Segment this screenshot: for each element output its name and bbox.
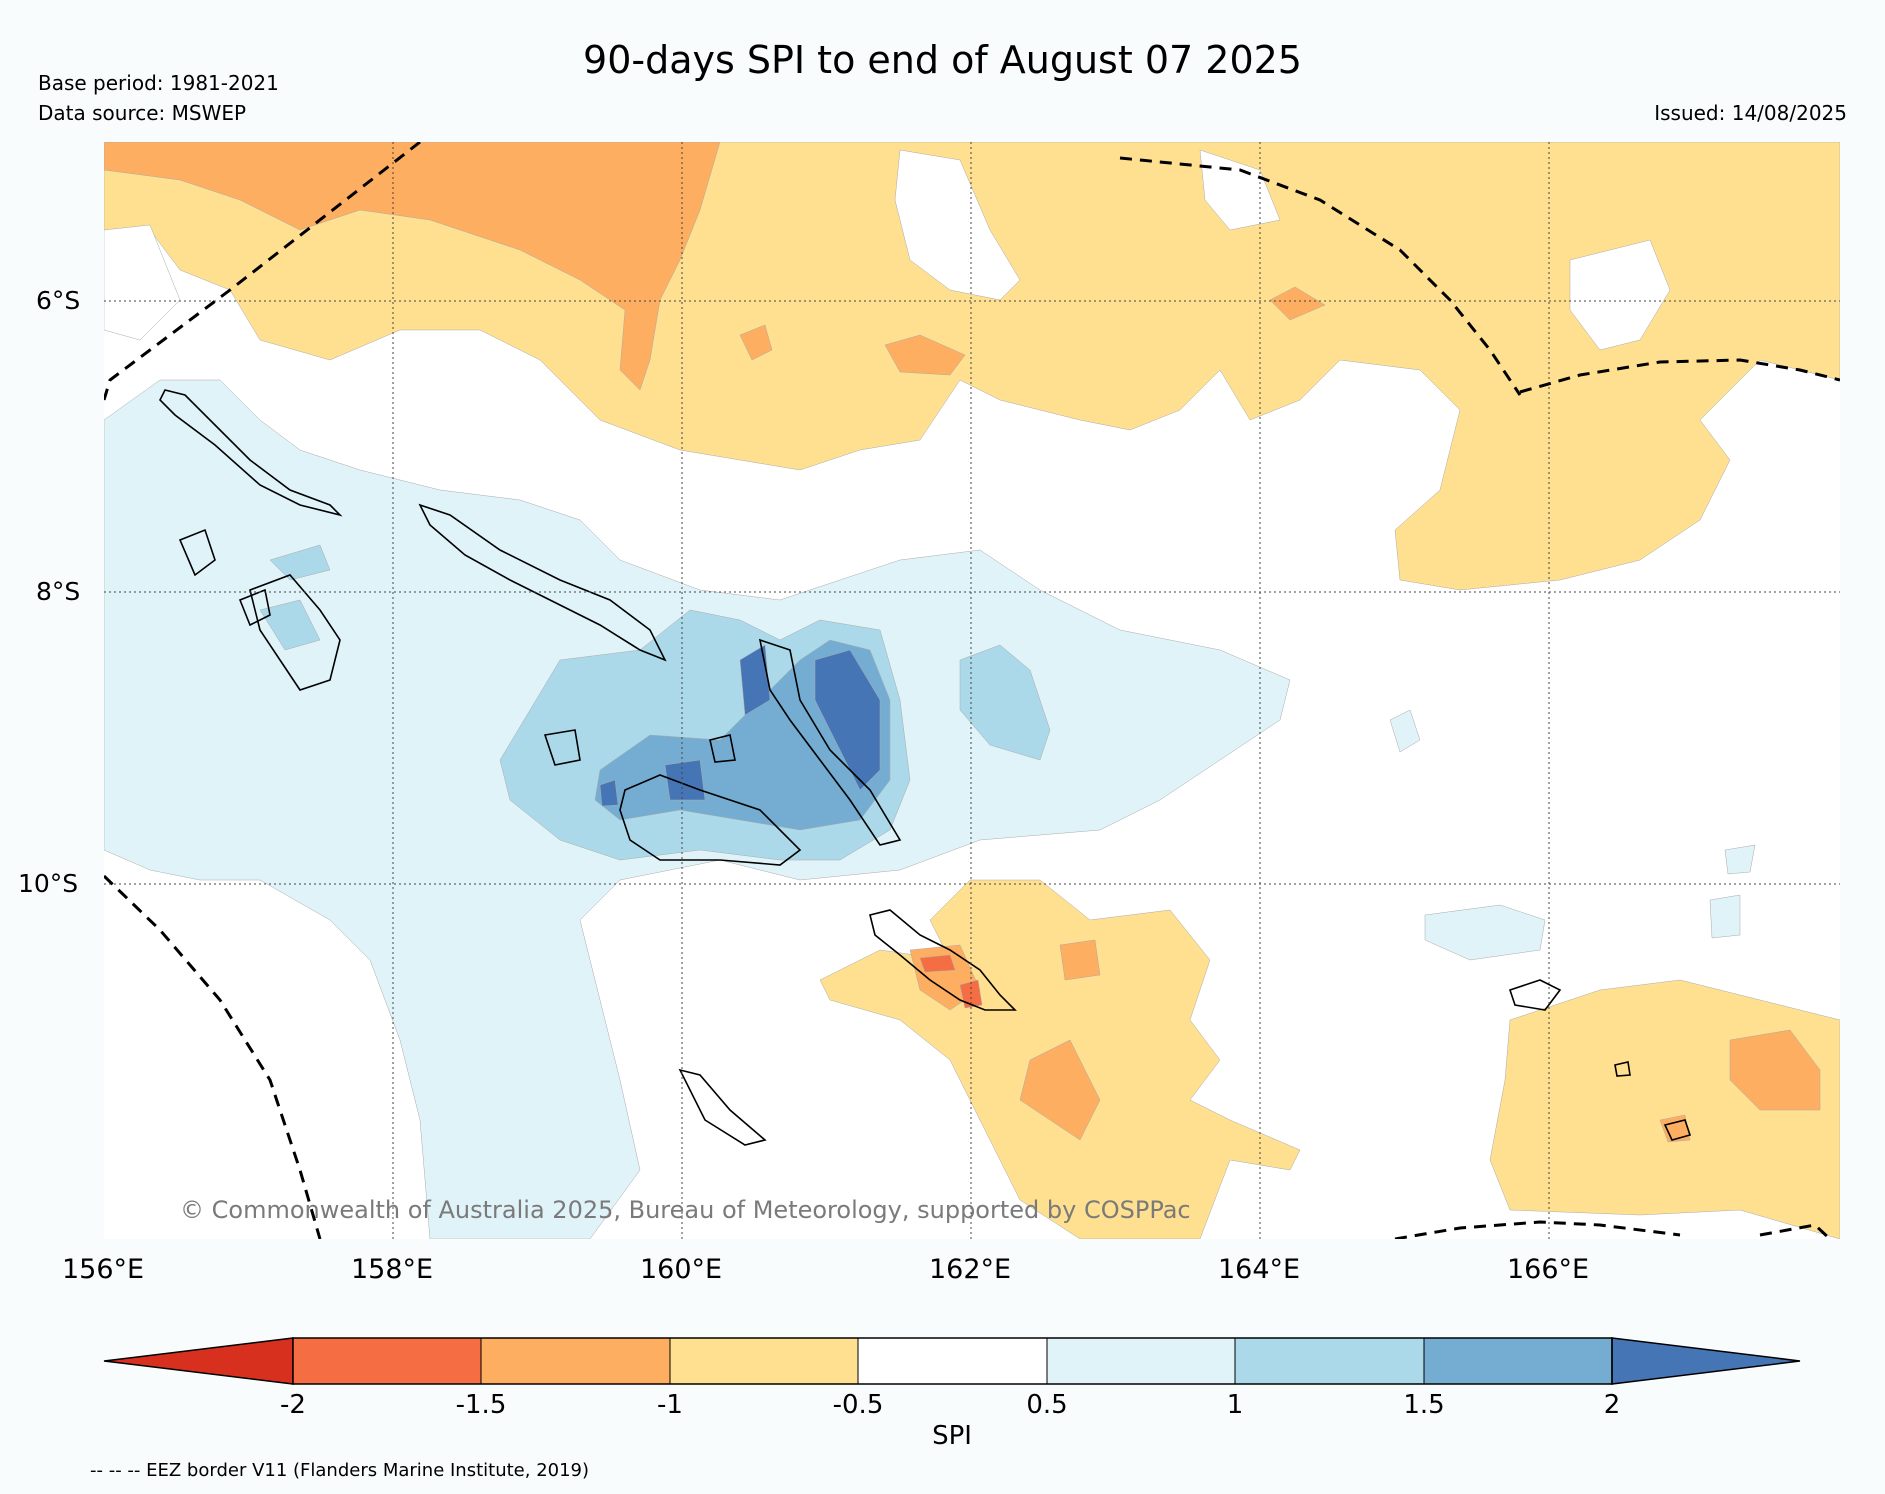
lon-label-158e: 158°E bbox=[351, 1254, 434, 1285]
colorbar-segment bbox=[1235, 1338, 1424, 1384]
lon-label-164e: 164°E bbox=[1218, 1254, 1301, 1285]
lon-label-156e: 156°E bbox=[62, 1254, 145, 1285]
spi-field bbox=[104, 142, 1840, 1239]
colorbar-tick: 2 bbox=[1603, 1390, 1621, 1420]
lat-label-10s: 10°S bbox=[18, 869, 79, 898]
lon-label-160e: 160°E bbox=[640, 1254, 723, 1285]
colorbar-tick: 1.5 bbox=[1403, 1390, 1445, 1420]
lon-label-162e: 162°E bbox=[929, 1254, 1012, 1285]
data-source: Data source: MSWEP bbox=[38, 101, 247, 125]
base-period: Base period: 1981-2021 bbox=[38, 71, 279, 95]
lon-label-166e: 166°E bbox=[1507, 1254, 1590, 1285]
colorbar-tick: -1.5 bbox=[455, 1390, 507, 1420]
colorbar-tick: -1 bbox=[657, 1390, 683, 1420]
colorbar-segment-gt-2 bbox=[1611, 1337, 1801, 1385]
colorbar bbox=[103, 1337, 1801, 1385]
colorbar-segment bbox=[1047, 1338, 1235, 1384]
lat-label-8s: 8°S bbox=[36, 577, 81, 606]
colorbar-segment bbox=[293, 1338, 481, 1384]
copyright-credit: © Commonwealth of Australia 2025, Bureau… bbox=[180, 1196, 1191, 1224]
map-title: 90-days SPI to end of August 07 2025 bbox=[583, 38, 1302, 82]
colorbar-tick: 0.5 bbox=[1026, 1390, 1068, 1420]
colorbar-label: SPI bbox=[932, 1421, 972, 1451]
colorbar-tick: 1 bbox=[1226, 1390, 1244, 1420]
colorbar-tick: -0.5 bbox=[832, 1390, 884, 1420]
colorbar-segment bbox=[670, 1338, 858, 1384]
lat-label-6s: 6°S bbox=[36, 286, 81, 315]
colorbar-segment bbox=[858, 1338, 1047, 1384]
colorbar-segment bbox=[481, 1338, 670, 1384]
colorbar-tick: -2 bbox=[280, 1390, 306, 1420]
colorbar-segment bbox=[1424, 1338, 1612, 1384]
eez-note: -- -- -- EEZ border V11 (Flanders Marine… bbox=[90, 1460, 590, 1481]
issued-date: Issued: 14/08/2025 bbox=[1654, 101, 1847, 125]
colorbar-segment-lt-2 bbox=[103, 1337, 294, 1385]
